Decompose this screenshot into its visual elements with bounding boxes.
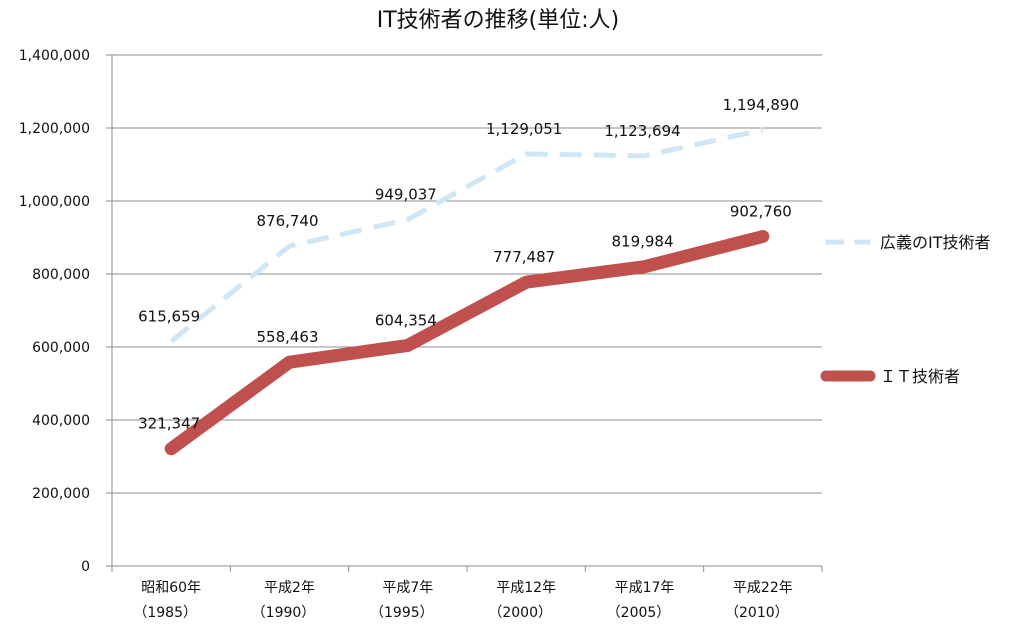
y-tick-label: 800,000: [32, 267, 90, 283]
legend-label-broad-it-engineers: 広義のIT技術者: [880, 233, 991, 252]
x-tick-label: 昭和60年: [141, 580, 201, 596]
y-tick-label: 200,000: [32, 486, 90, 502]
x-tick-label: 平成17年: [615, 580, 675, 596]
data-label: 777,487: [493, 248, 555, 266]
x-tick-label: 平成22年: [733, 580, 793, 596]
y-tick-label: 1,200,000: [19, 121, 90, 137]
data-label: 902,760: [730, 202, 792, 220]
y-tick-label: 0: [81, 559, 90, 575]
y-tick-label: 1,400,000: [19, 48, 90, 64]
series-group: [164, 127, 770, 456]
x-tick-label-year: （2010）: [725, 605, 789, 621]
data-label: 604,354: [375, 311, 437, 329]
x-tick-labels: 昭和60年 （1985） 平成2年 （1990） 平成7年 （1995） 平成12年 （200…: [133, 580, 792, 621]
chart-title: IT技術者の推移(単位:人): [377, 8, 620, 33]
y-tick-labels: 0 200,000 400,000 600,000 800,000 1,000,000 1,…: [19, 48, 90, 575]
series-line-it-engineers: [164, 229, 770, 456]
x-tick-label-year: （2000）: [488, 605, 552, 621]
data-label: 321,347: [138, 415, 200, 433]
data-label: 1,129,051: [486, 120, 562, 138]
x-tick-label-year: （2005）: [607, 605, 671, 621]
grid-lines: [112, 54, 822, 494]
data-label: 615,659: [138, 307, 200, 325]
data-label: 1,123,694: [604, 122, 680, 140]
series-line-broad-it-engineers: [169, 127, 764, 344]
data-label: 819,984: [611, 233, 673, 251]
x-tick-label-year: （1985）: [133, 605, 197, 621]
data-label: 949,037: [375, 186, 437, 204]
x-tick-label-year: （1990）: [252, 605, 316, 621]
axes: [106, 54, 823, 572]
x-tick-label: 平成12年: [496, 580, 556, 596]
y-tick-label: 600,000: [32, 340, 90, 356]
y-tick-label: 400,000: [32, 413, 90, 429]
data-label: 1,194,890: [723, 96, 799, 114]
x-tick-label: 平成7年: [382, 580, 433, 596]
data-label: 558,463: [256, 328, 318, 346]
data-labels: 615,659 876,740 949,037 1,129,051 1,123,694 1…: [138, 96, 799, 433]
legend: 広義のIT技術者 ＩＴ技術者: [820, 233, 991, 386]
x-tick-label-year: （1995）: [370, 605, 434, 621]
y-tick-label: 1,000,000: [19, 194, 90, 210]
legend-label-it-engineers: ＩＴ技術者: [880, 367, 960, 386]
x-tick-label: 平成2年: [264, 580, 315, 596]
data-label: 876,740: [256, 212, 318, 230]
